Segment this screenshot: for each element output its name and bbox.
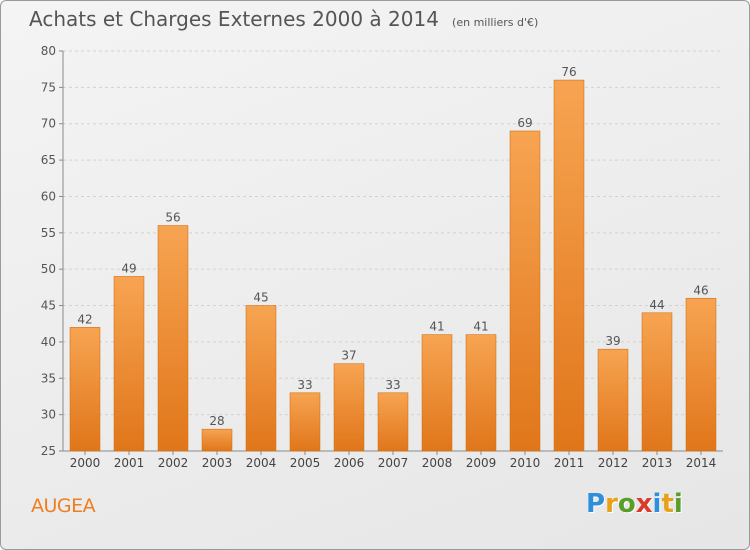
bar	[641, 312, 673, 452]
logo-letter: i	[652, 489, 662, 519]
logo-letter: i	[673, 489, 683, 519]
bar	[509, 130, 541, 452]
bar-value-label: 69	[517, 116, 532, 130]
bar-value-label: 41	[473, 320, 488, 334]
bar	[157, 225, 189, 452]
bar	[113, 276, 145, 452]
x-tick-label: 2010	[510, 456, 541, 470]
y-tick-label: 45	[41, 299, 56, 313]
bar-value-label: 28	[209, 414, 224, 428]
bar	[201, 428, 233, 452]
y-tick-label: 75	[41, 80, 56, 94]
y-tick-label: 70	[41, 117, 56, 131]
bar	[597, 348, 629, 452]
bar	[421, 334, 453, 452]
logo-letter: t	[661, 489, 674, 519]
labels: 25 30 35 40 45 50 55 60 65 70 75 80 42 2000 49 2001 56 20…	[41, 44, 717, 470]
bar-value-label: 39	[605, 334, 620, 348]
y-tick-label: 60	[41, 189, 56, 203]
bar-value-label: 37	[341, 349, 356, 363]
bar-value-label: 44	[649, 298, 664, 312]
y-tick-label: 40	[41, 335, 56, 349]
bar	[465, 334, 497, 452]
bar	[289, 392, 321, 452]
chart-title-text: Achats et Charges Externes 2000 à 2014	[29, 7, 439, 31]
x-tick-label: 2011	[554, 456, 585, 470]
y-tick-label: 65	[41, 153, 56, 167]
bar-value-label: 49	[121, 261, 136, 275]
chart-title: Achats et Charges Externes 2000 à 2014 (…	[29, 7, 538, 31]
y-tick-label: 50	[41, 262, 56, 276]
x-tick-label: 2012	[598, 456, 629, 470]
y-tick-label: 55	[41, 226, 56, 240]
bar-value-label: 41	[429, 320, 444, 334]
chart-unit: (en milliers d'€)	[452, 16, 539, 29]
bar	[69, 327, 101, 452]
bar-value-label: 56	[165, 211, 180, 225]
logo-letter: P	[586, 489, 606, 519]
x-tick-label: 2004	[246, 456, 277, 470]
x-tick-label: 2006	[334, 456, 365, 470]
commune-name: AUGEA	[31, 495, 96, 517]
y-tick-label: 30	[41, 408, 56, 422]
bar-value-label: 33	[297, 378, 312, 392]
logo-letter: r	[605, 489, 618, 519]
bar-value-label: 76	[561, 65, 576, 79]
proxiti-logo[interactable]: Proxiti	[586, 489, 683, 519]
x-tick-label: 2014	[686, 456, 717, 470]
x-tick-label: 2008	[422, 456, 453, 470]
bar	[553, 79, 585, 452]
x-tick-label: 2007	[378, 456, 409, 470]
y-tick-label: 25	[41, 444, 56, 458]
bar-value-label: 42	[77, 312, 92, 326]
bar-value-label: 33	[385, 378, 400, 392]
x-tick-label: 2003	[202, 456, 233, 470]
bar	[333, 363, 365, 452]
logo-letter: x	[635, 489, 653, 519]
x-tick-label: 2009	[466, 456, 497, 470]
x-tick-label: 2001	[114, 456, 145, 470]
bar-value-label: 45	[253, 291, 268, 305]
x-tick-label: 2002	[158, 456, 189, 470]
bar-value-label: 46	[693, 283, 708, 297]
bars	[69, 79, 717, 452]
x-tick-label: 2000	[70, 456, 101, 470]
x-tick-label: 2013	[642, 456, 673, 470]
logo-letter: o	[617, 489, 636, 519]
bar	[245, 305, 277, 452]
x-tick-label: 2005	[290, 456, 321, 470]
y-tick-label: 80	[41, 44, 56, 58]
bar	[685, 297, 717, 452]
bar	[377, 392, 409, 452]
y-tick-label: 35	[41, 371, 56, 385]
